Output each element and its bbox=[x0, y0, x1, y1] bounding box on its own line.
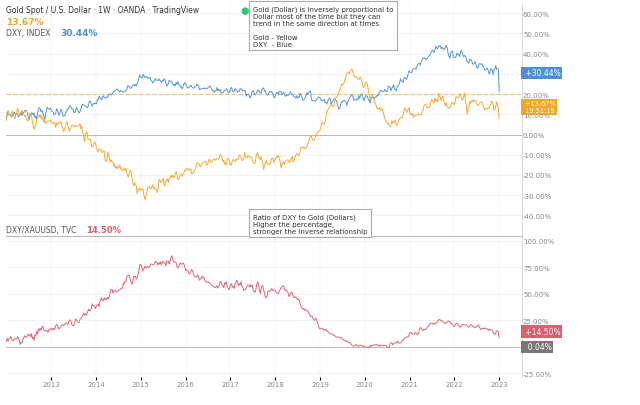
Text: +13.67%
 19:51:19: +13.67% 19:51:19 bbox=[523, 101, 556, 114]
Text: 0.04%: 0.04% bbox=[523, 343, 552, 352]
Text: 30.44%: 30.44% bbox=[61, 29, 99, 38]
Text: 13.67%: 13.67% bbox=[6, 18, 44, 27]
Text: +30.44%: +30.44% bbox=[523, 69, 561, 78]
Text: DXY, INDEX: DXY, INDEX bbox=[6, 29, 51, 38]
Text: ●: ● bbox=[240, 6, 248, 16]
Text: Gold (Dollar) is inversely proportional to
Dollar most of the time but they can
: Gold (Dollar) is inversely proportional … bbox=[253, 6, 393, 47]
Text: 14.50%: 14.50% bbox=[86, 225, 122, 234]
Text: Ratio of DXY to Gold (Dollars)
Higher the percentage,
stronger the inverse relat: Ratio of DXY to Gold (Dollars) Higher th… bbox=[253, 213, 367, 234]
Text: +14.50%: +14.50% bbox=[523, 327, 561, 336]
Text: Gold Spot / U.S. Dollar · 1W · OANDA · TradingView: Gold Spot / U.S. Dollar · 1W · OANDA · T… bbox=[6, 6, 200, 15]
Text: DXY/XAUUSD, TVC: DXY/XAUUSD, TVC bbox=[6, 225, 77, 234]
